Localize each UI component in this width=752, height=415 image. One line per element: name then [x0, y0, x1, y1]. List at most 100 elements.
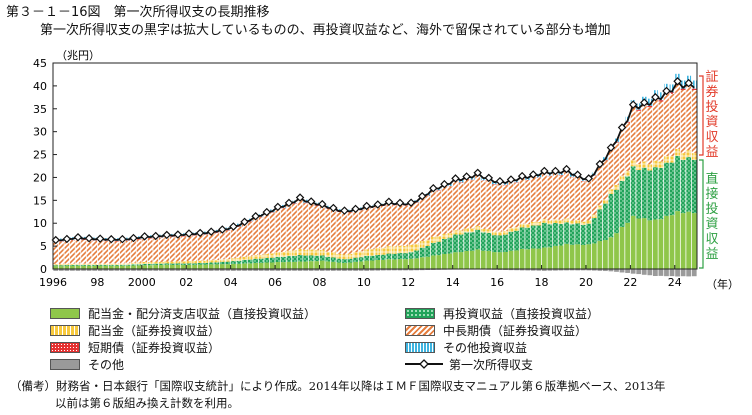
bar-dividends-direct — [147, 265, 153, 269]
x-tick-label: 02 — [179, 276, 193, 289]
bar-dividends-direct — [70, 265, 75, 269]
bar-dividends-portfolio — [636, 164, 642, 171]
bar-reinvested — [258, 258, 264, 263]
bar-reinvested — [375, 254, 381, 260]
bar-reinvested — [380, 254, 386, 260]
bar-reinvested — [330, 257, 336, 262]
bar-other — [375, 269, 381, 271]
bar-dividends-portfolio — [392, 246, 397, 254]
portfolio-income-side-label: 証券投資収益 — [699, 70, 719, 160]
bar-dividends-direct — [369, 260, 375, 269]
bar-dividends-portfolio — [386, 246, 392, 254]
bar-long-term — [225, 230, 231, 260]
bar-other — [419, 269, 425, 271]
bar-dividends-portfolio — [158, 261, 164, 264]
bar-other — [258, 269, 264, 271]
total-point — [351, 204, 360, 214]
total-point — [662, 86, 671, 96]
bar-reinvested — [580, 224, 586, 245]
bar-reinvested — [519, 227, 525, 249]
bar-other — [214, 269, 220, 271]
bar-dividends-direct — [553, 245, 558, 269]
bar-dividends-direct — [108, 265, 114, 269]
figure-title: 第３－１－16図 第一次所得収支の長期推移 — [6, 5, 270, 20]
bar-other — [247, 269, 253, 271]
bar-other — [525, 269, 531, 271]
y-tick-label: 40 — [33, 80, 47, 93]
bar-dividends-direct — [486, 250, 492, 269]
total-point — [118, 234, 127, 244]
bar-long-term — [447, 186, 453, 234]
bar-dividends-direct — [603, 240, 608, 269]
bar-dividends-direct — [575, 244, 581, 269]
bar-long-term — [353, 209, 358, 253]
bar-long-term — [214, 233, 220, 260]
bar-other — [680, 269, 686, 277]
bar-long-term — [608, 148, 614, 190]
portfolio-label-char: 投 — [705, 99, 718, 115]
bar-dividends-direct — [242, 263, 247, 269]
bar-dividends-direct — [541, 247, 547, 269]
bar-reinvested — [253, 258, 259, 263]
bar-other — [636, 269, 642, 275]
legend-label: 短期債（証券投資収益） — [88, 340, 221, 355]
total-point — [284, 198, 294, 208]
bar-dividends-direct — [325, 261, 331, 269]
direct-income-side-label: 直接投資収益 — [699, 159, 719, 269]
bar-reinvested — [53, 265, 59, 267]
bar-long-term — [675, 83, 680, 149]
bar-dividends-direct — [558, 245, 564, 269]
bar-reinvested — [175, 263, 181, 265]
bar-other — [597, 269, 603, 271]
bar-long-term — [125, 240, 131, 264]
bar-dividends-portfolio — [558, 220, 564, 225]
bar-long-term — [442, 186, 447, 234]
bar-long-term — [530, 176, 536, 222]
bar-dividends-direct — [64, 265, 70, 269]
bar-other — [325, 269, 331, 271]
bar-dividends-portfolio — [303, 249, 308, 256]
legend-item-other: その他 — [50, 356, 124, 372]
bar-dividends-portfolio — [491, 231, 497, 236]
bar-other — [364, 269, 370, 271]
bar-dividends-direct — [58, 266, 64, 269]
bar-reinvested — [569, 224, 575, 245]
bar-dividends-direct — [525, 249, 531, 269]
bar-dividends-portfolio — [508, 228, 514, 232]
total-point — [140, 232, 149, 241]
bar-long-term — [86, 239, 92, 264]
bar-reinvested — [480, 232, 486, 251]
legend-item-dividends-portfolio: 配当金（証券投資収益） — [50, 322, 220, 338]
bar-dividends-portfolio — [580, 221, 586, 225]
bar-other — [536, 269, 542, 271]
bar-other — [197, 269, 203, 271]
bar-long-term — [480, 180, 486, 229]
bar-dividends-portfolio — [619, 175, 625, 181]
bar-other-investment — [669, 84, 675, 93]
y-axis-unit-label: （兆円） — [56, 49, 100, 62]
bar-dividends-direct — [181, 264, 186, 269]
bar-dividends-direct — [636, 218, 642, 269]
bar-dividends-portfolio — [181, 261, 186, 264]
bar-other — [369, 269, 375, 271]
bar-long-term — [553, 173, 558, 220]
total-point — [573, 170, 582, 179]
legend-swatch — [50, 341, 80, 353]
bar-dividends-direct — [664, 215, 669, 269]
direct-label-char: 投 — [705, 201, 718, 217]
bar-other — [347, 269, 353, 271]
bar-other — [580, 269, 586, 271]
bar-dividends-direct — [314, 261, 320, 269]
bar-dividends-portfolio — [342, 254, 347, 260]
total-point — [229, 222, 238, 231]
bar-long-term — [258, 217, 264, 255]
bar-long-term — [397, 203, 403, 246]
bar-dividends-portfolio — [419, 241, 425, 248]
total-point — [129, 233, 138, 243]
bar-reinvested — [436, 241, 442, 256]
y-tick-label: 35 — [33, 103, 47, 116]
bar-long-term — [131, 239, 136, 263]
bar-other — [647, 269, 653, 276]
total-point — [329, 203, 338, 213]
bar-other — [175, 269, 181, 271]
